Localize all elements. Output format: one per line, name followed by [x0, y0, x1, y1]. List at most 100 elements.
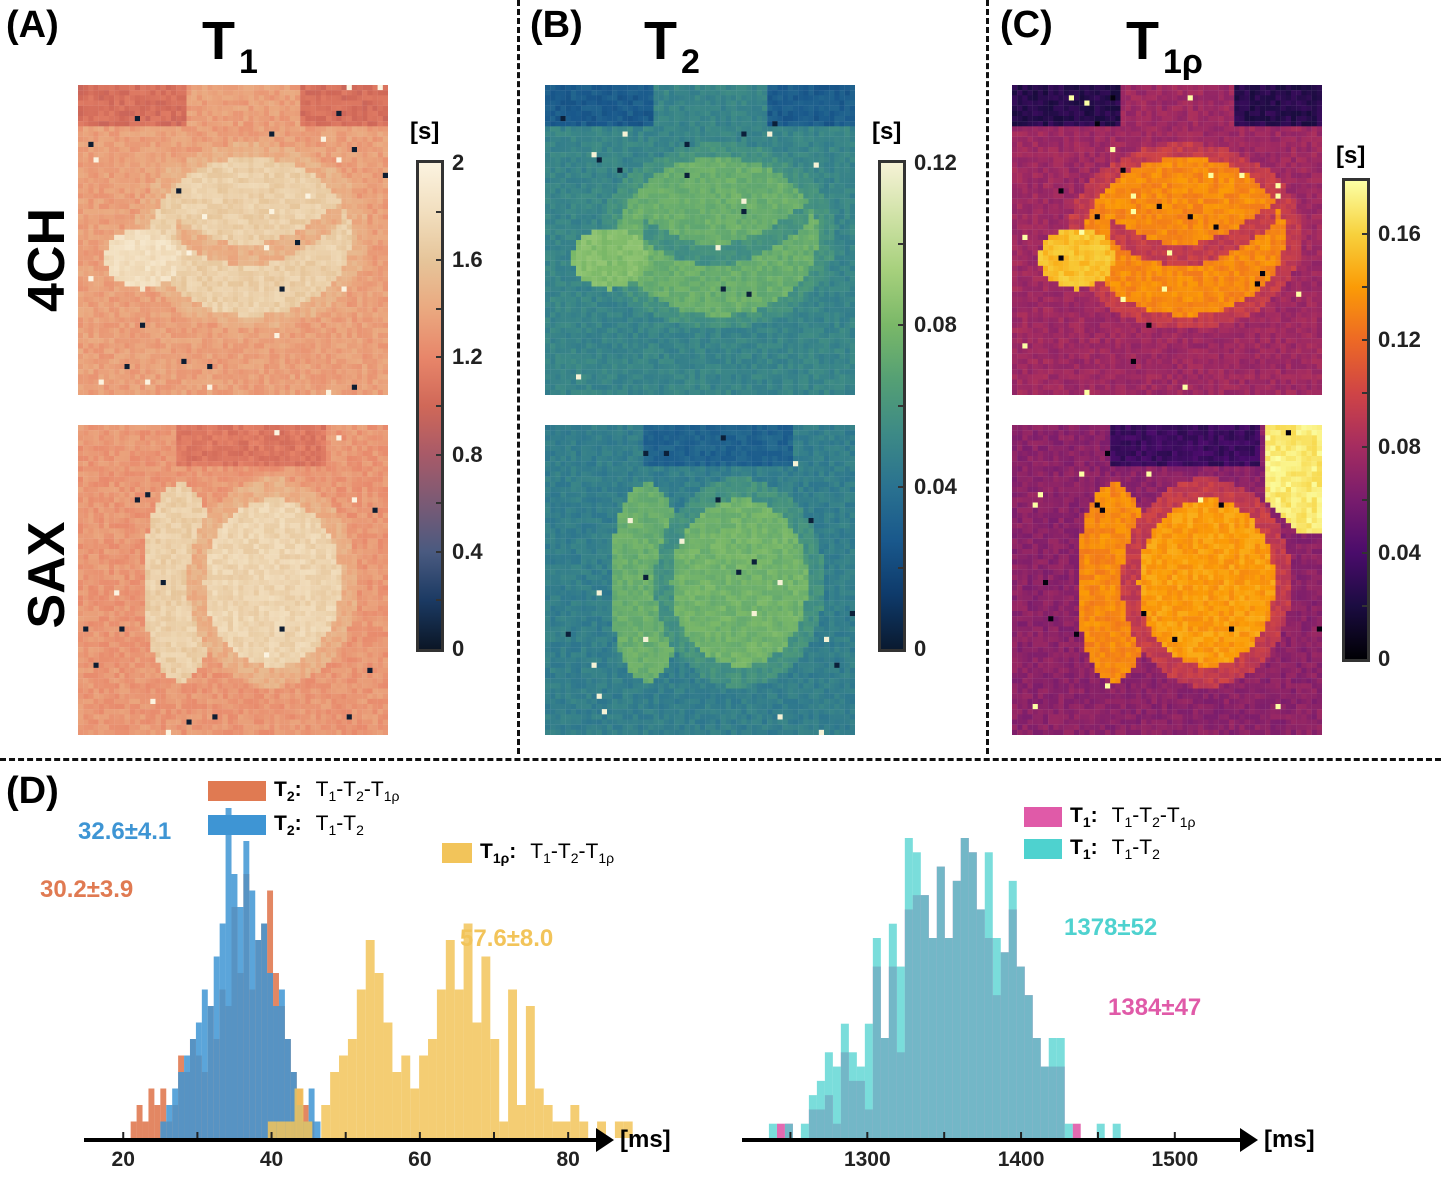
legend-swatch — [208, 815, 266, 836]
histogram-bar — [276, 1121, 286, 1138]
colorbar-t2 — [878, 160, 906, 652]
colorbar-tick — [436, 259, 441, 262]
histogram-bar — [219, 923, 226, 1138]
histogram-bar — [267, 1121, 277, 1138]
histogram-bar — [768, 1123, 777, 1138]
legend-name: T2: — [274, 778, 302, 804]
histogram-bar — [321, 1105, 331, 1138]
histogram-bar — [832, 1066, 841, 1138]
t2-4ch-map — [545, 85, 855, 395]
column-title-t1rho: T 1ρ — [1126, 14, 1203, 79]
histogram-bar — [330, 1072, 340, 1138]
histogram-bar — [984, 852, 993, 1138]
histogram-bar — [864, 1023, 873, 1138]
histogram-bar — [231, 874, 238, 1138]
histogram-bar — [148, 1088, 155, 1138]
histogram-bar — [1016, 966, 1025, 1138]
axis-unit-left: [ms] — [620, 1126, 671, 1154]
x-axis-tick-label: 80 — [556, 1148, 579, 1172]
histogram-bar — [463, 923, 473, 1138]
colorbar-tick-label: 0 — [1378, 646, 1390, 672]
legend-desc: T1-T2-T1ρ — [530, 840, 614, 866]
histogram-bar — [189, 1039, 196, 1138]
histogram-bar — [976, 909, 985, 1138]
title-main: T — [1126, 11, 1159, 71]
histogram-bar — [784, 1123, 793, 1138]
histogram-bar — [207, 1006, 214, 1138]
colorbar-tick — [436, 307, 441, 310]
histogram-bar — [392, 1072, 402, 1138]
histogram-bar — [419, 1055, 429, 1138]
colorbar-tick-label: 0.16 — [1378, 221, 1421, 247]
histogram-bar — [928, 938, 937, 1138]
histogram-bar — [880, 1038, 889, 1138]
panel-label-a: (A) — [6, 6, 59, 44]
histogram-bar — [896, 966, 905, 1138]
histogram-bar — [840, 1023, 849, 1138]
histogram-bar — [499, 1121, 509, 1138]
histogram-bar — [243, 841, 250, 1138]
histogram-series-2 — [267, 923, 633, 1138]
colorbar-tick-label: 0.4 — [452, 539, 483, 565]
legend-item-t2-t1t2: T2: T1-T2 — [208, 812, 364, 838]
histogram-bar — [808, 1095, 817, 1138]
histogram-bar — [166, 1105, 173, 1138]
histogram-bar — [267, 973, 274, 1138]
title-subscript: 1ρ — [1163, 43, 1203, 81]
legend-swatch — [208, 781, 266, 802]
histogram-bar — [856, 1066, 865, 1138]
legend-desc: T1-T2-T1ρ — [316, 778, 400, 804]
t1rho-4ch-map — [1012, 85, 1322, 395]
histogram-bar — [816, 1080, 825, 1138]
histogram-bar — [920, 895, 929, 1138]
colorbar-tick-label: 0.04 — [914, 474, 957, 500]
histogram-bar — [561, 1121, 571, 1138]
histogram-bar — [936, 866, 945, 1138]
histogram-bar — [160, 1088, 167, 1138]
legend-swatch — [1024, 807, 1062, 828]
stat-label-t1rho: 57.6±8.0 — [460, 925, 553, 953]
histogram-bar — [383, 1022, 393, 1138]
histogram-bar — [436, 989, 446, 1138]
histogram-bar — [597, 1121, 606, 1138]
histogram-bar — [290, 1072, 297, 1138]
histogram-bar — [517, 1105, 526, 1138]
histogram-bar — [543, 1105, 553, 1138]
legend-swatch — [442, 843, 472, 864]
histogram-bar — [294, 1088, 304, 1138]
histogram-bar — [952, 880, 961, 1138]
histogram-bar — [273, 1006, 279, 1138]
legend-item-t1-t1t2: T1: T1-T2 — [1024, 836, 1160, 862]
histogram-bar — [904, 838, 913, 1138]
colorbar-tick — [898, 243, 903, 245]
panel-label-d: (D) — [6, 772, 59, 810]
colorbar-tick — [898, 405, 903, 407]
panel-label-b: (B) — [530, 6, 583, 44]
x-axis-tick-label: 20 — [112, 1148, 135, 1172]
histogram-bar — [365, 940, 375, 1138]
legend-name: T1: — [1070, 836, 1098, 862]
colorbar-tick — [898, 324, 903, 326]
colorbar-tick-label: 0 — [452, 636, 464, 662]
histogram-bar — [410, 1088, 420, 1138]
colorbar-tick — [1362, 233, 1367, 236]
histogram-bar — [249, 890, 256, 1138]
legend-desc: T1-T2-T1ρ — [1112, 804, 1196, 830]
colorbar-tick-label: 0.8 — [452, 442, 483, 468]
legend-item-t1rho: T1ρ: T1-T2-T1ρ — [442, 840, 614, 866]
histogram-bar — [534, 1088, 544, 1138]
t1rho-sax-map — [1012, 425, 1322, 735]
stat-label-t1-t1t2: 1378±52 — [1064, 914, 1157, 942]
histogram-bar — [525, 1006, 535, 1138]
colorbar-tick-label: 0.04 — [1378, 540, 1421, 566]
histogram-bar — [614, 1121, 624, 1138]
histogram-bar — [303, 1121, 313, 1138]
histogram-bar — [824, 1052, 833, 1138]
histogram-bar — [992, 938, 1001, 1138]
colorbar-tick — [1362, 551, 1367, 554]
legend-name: T2: — [274, 812, 302, 838]
t1-4ch-map — [78, 85, 388, 395]
histogram-bar — [356, 989, 366, 1138]
legend-name: T1ρ: — [480, 840, 516, 866]
